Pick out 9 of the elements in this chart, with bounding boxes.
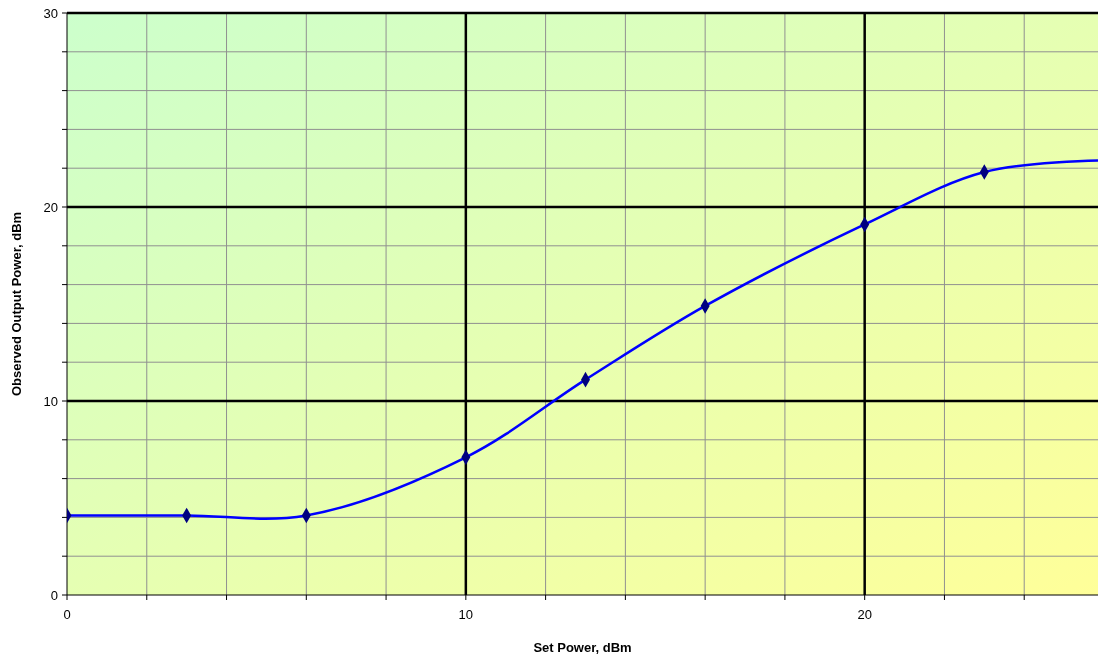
y-tick-label: 10: [43, 393, 58, 409]
y-tick-label: 0: [50, 587, 58, 603]
x-tick-label: 10: [458, 607, 474, 622]
y-axis-title: Observed Output Power, dBm: [9, 211, 24, 397]
x-tick-label: 20: [857, 607, 872, 622]
x-tick-label: 0: [63, 607, 71, 622]
y-tick-label: 30: [43, 5, 58, 21]
x-axis-title: Set Power, dBm: [533, 640, 632, 655]
y-tick-label: 20: [43, 199, 58, 215]
